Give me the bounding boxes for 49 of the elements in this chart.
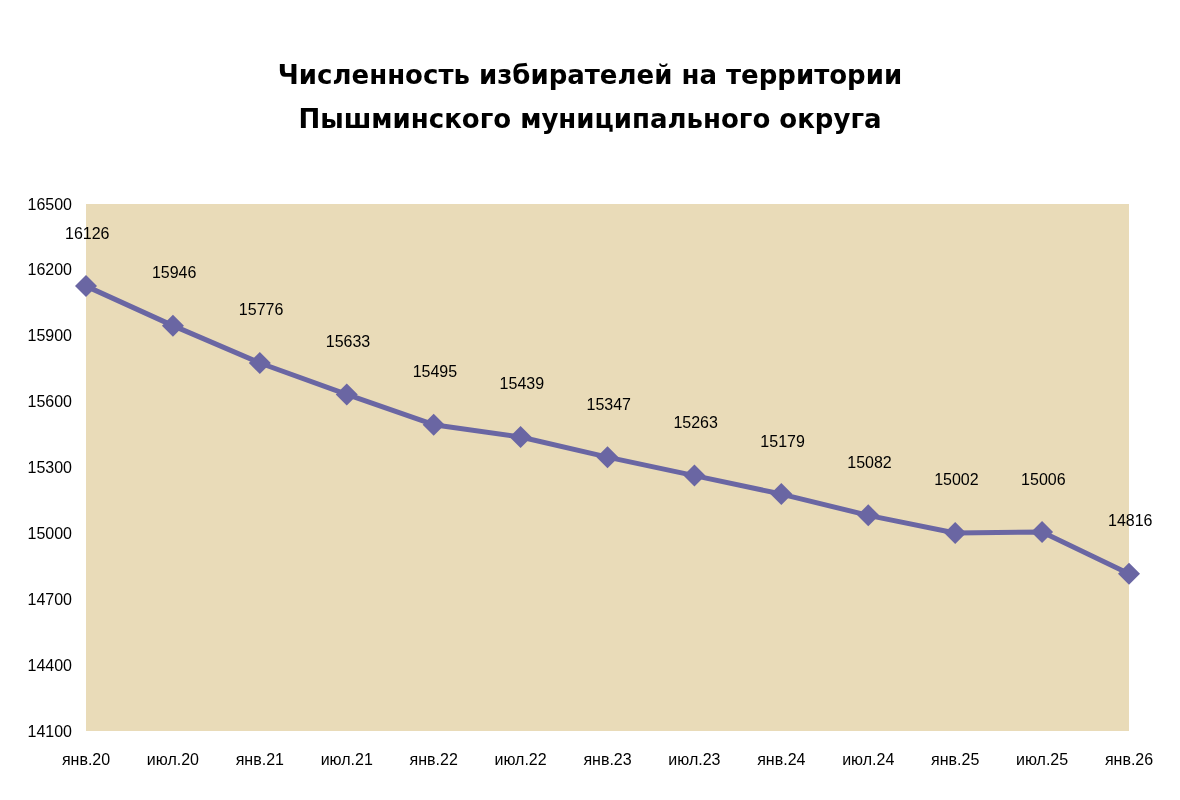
data-label: 15439 xyxy=(499,375,545,393)
x-tick-label: янв.26 xyxy=(1104,750,1154,768)
data-label: 15776 xyxy=(238,301,284,319)
x-tick-label: янв.25 xyxy=(931,750,980,768)
x-tick-label: июл.22 xyxy=(494,750,547,768)
data-label: 15082 xyxy=(847,453,892,471)
x-tick-label: янв.22 xyxy=(409,750,458,768)
data-label: 15263 xyxy=(673,414,719,432)
y-tick-label: 15000 xyxy=(27,524,73,542)
point xyxy=(857,504,880,527)
y-tick-label: 15900 xyxy=(27,327,73,345)
x-tick-label: июл.21 xyxy=(320,750,373,768)
x-tick-label: июл.20 xyxy=(146,750,200,768)
point xyxy=(1118,562,1140,585)
y-tick-label: 16500 xyxy=(27,195,73,213)
x-tick-label: июл.24 xyxy=(842,750,895,768)
data-label: 14816 xyxy=(1108,512,1153,530)
data-label: 15179 xyxy=(760,432,805,450)
point xyxy=(770,483,793,506)
point xyxy=(596,446,619,469)
y-tick-label: 14700 xyxy=(27,590,73,608)
x-tick-label: янв.20 xyxy=(61,750,111,768)
data-label: 15946 xyxy=(151,264,197,282)
point xyxy=(248,351,271,374)
point xyxy=(1031,521,1054,544)
y-tick-label: 16200 xyxy=(27,261,73,279)
point xyxy=(75,275,97,298)
data-label: 15633 xyxy=(325,332,371,350)
point xyxy=(683,464,706,487)
point xyxy=(944,521,967,544)
data-label: 15347 xyxy=(586,395,632,413)
x-tick-label: июл.23 xyxy=(668,750,721,768)
x-tick-label: янв.23 xyxy=(583,750,632,768)
y-tick-label: 15300 xyxy=(27,459,73,476)
data-label: 15002 xyxy=(934,471,979,489)
point xyxy=(335,383,358,406)
data-label: 15006 xyxy=(1021,470,1066,488)
point xyxy=(422,413,445,436)
x-tick-label: янв.24 xyxy=(757,750,806,768)
y-tick-label: 14400 xyxy=(27,656,73,674)
chart-title: Численность избирателей на территории Пышминского муниципального округа xyxy=(277,60,903,134)
data-label: 15495 xyxy=(412,363,458,381)
x-tick-label: янв.21 xyxy=(235,750,285,768)
y-tick-label: 15600 xyxy=(27,393,73,411)
y-tick-label: 14100 xyxy=(27,722,73,740)
point xyxy=(509,425,532,448)
x-tick-label: июл.25 xyxy=(1016,750,1069,768)
data-label: 16126 xyxy=(65,224,110,242)
point xyxy=(161,314,184,337)
